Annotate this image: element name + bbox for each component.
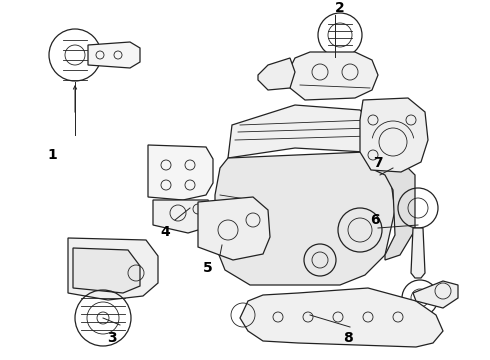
- Text: 6: 6: [370, 213, 380, 227]
- Text: 3: 3: [107, 331, 117, 345]
- Polygon shape: [360, 98, 428, 172]
- Polygon shape: [88, 42, 140, 68]
- Polygon shape: [228, 105, 380, 158]
- Text: 4: 4: [160, 225, 170, 239]
- Polygon shape: [258, 58, 295, 90]
- Polygon shape: [153, 200, 213, 233]
- Polygon shape: [365, 152, 415, 260]
- Polygon shape: [68, 238, 158, 300]
- Text: 2: 2: [335, 1, 345, 15]
- Text: 5: 5: [203, 261, 213, 275]
- Polygon shape: [288, 52, 378, 100]
- Text: 8: 8: [343, 331, 353, 345]
- Polygon shape: [215, 152, 395, 285]
- Polygon shape: [411, 228, 425, 278]
- Polygon shape: [148, 145, 213, 200]
- Polygon shape: [240, 288, 443, 347]
- Polygon shape: [198, 197, 270, 260]
- Polygon shape: [413, 281, 458, 308]
- Polygon shape: [73, 248, 140, 293]
- Text: 7: 7: [373, 156, 383, 170]
- Text: 1: 1: [47, 148, 57, 162]
